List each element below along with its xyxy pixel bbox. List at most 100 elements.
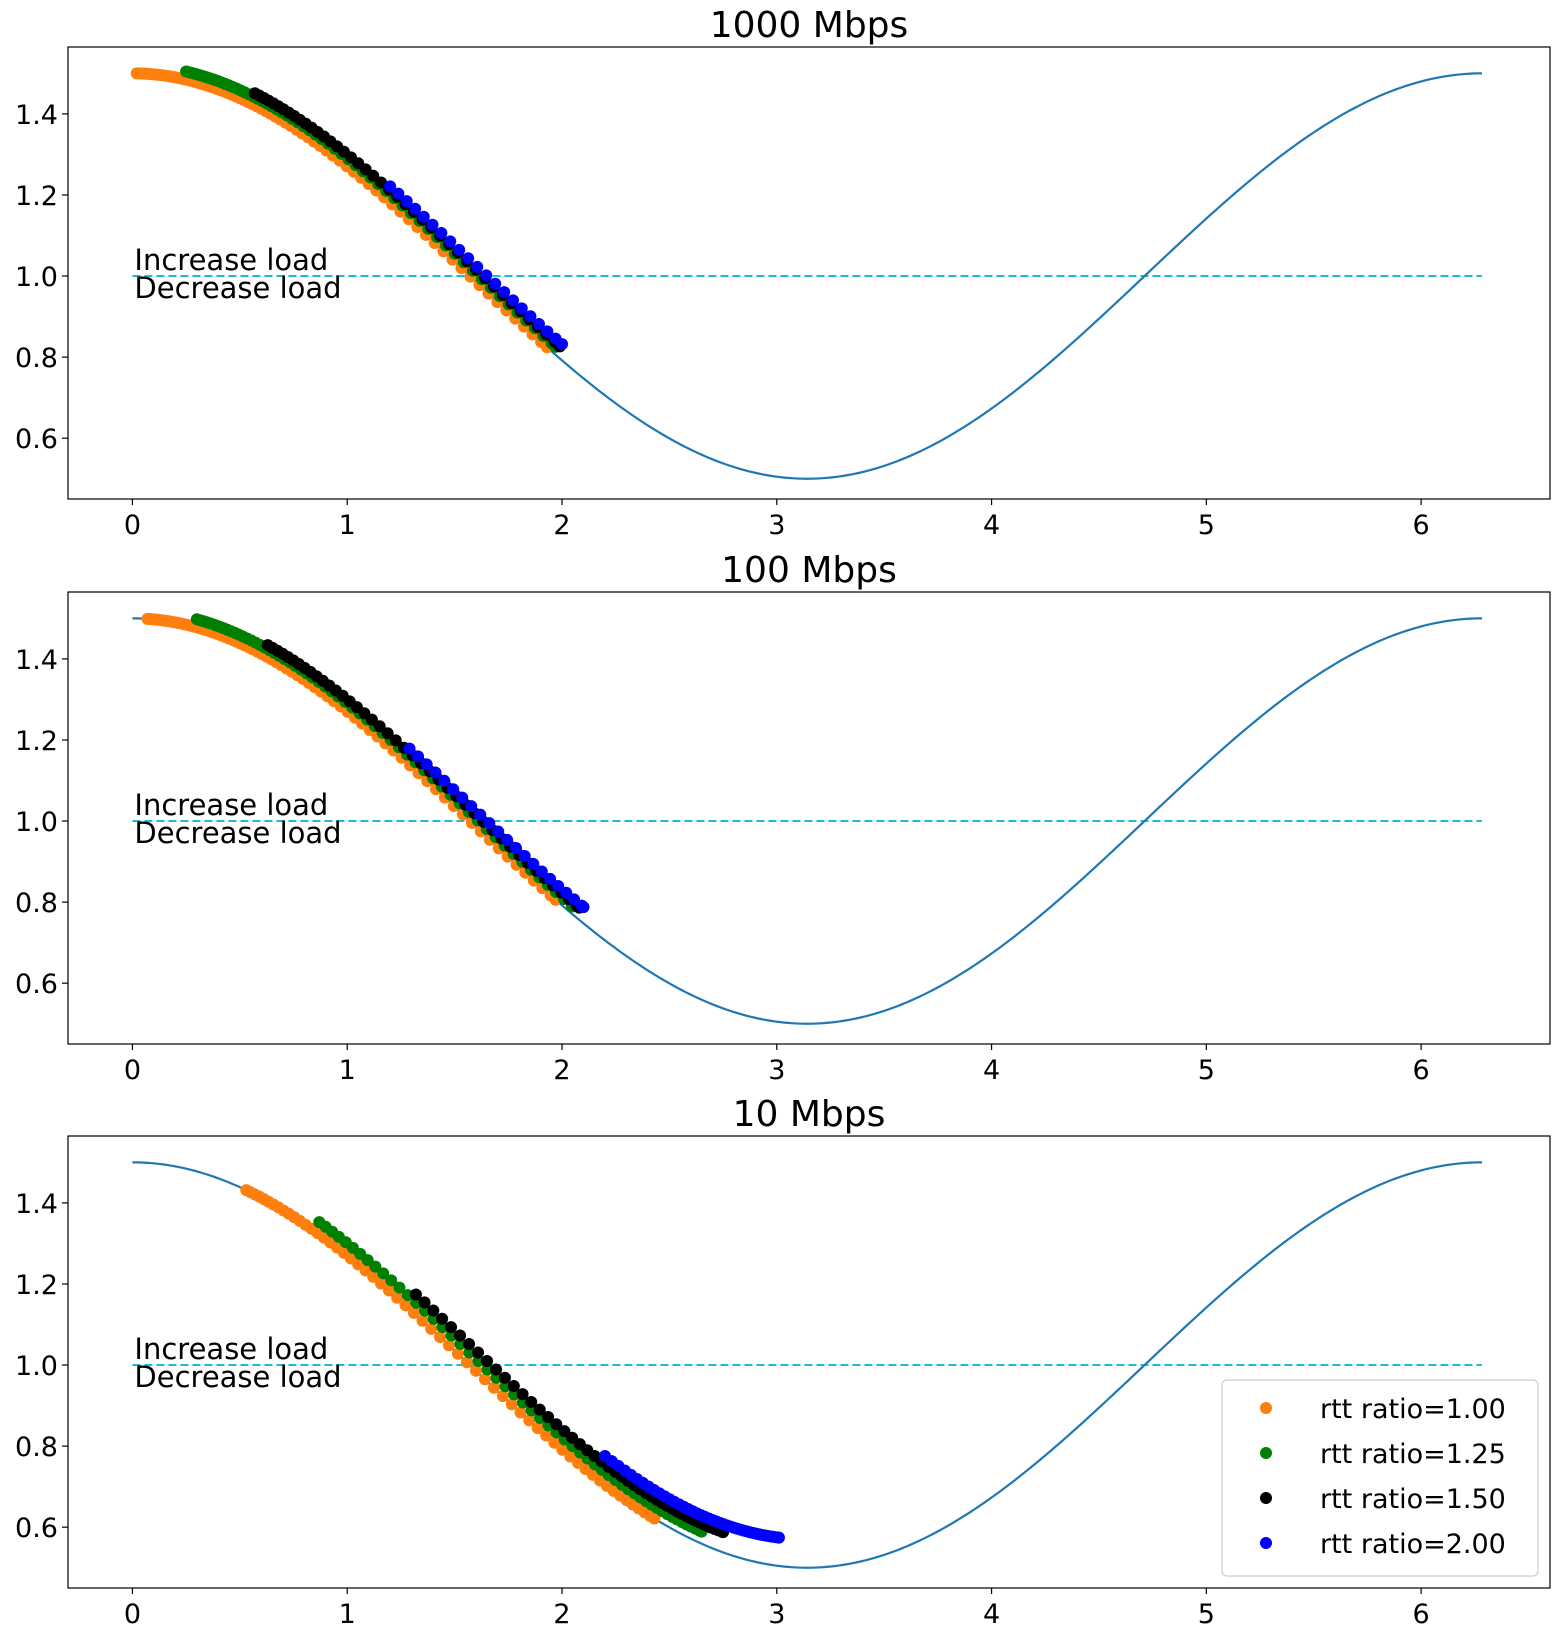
annotation-increase-load: Increase load: [134, 243, 328, 277]
data-point: [558, 1425, 571, 1438]
data-point: [418, 1296, 431, 1309]
x-tick-label: 3: [768, 510, 785, 541]
y-tick-label: 1.4: [15, 100, 58, 131]
x-tick-label: 5: [1198, 1599, 1215, 1630]
data-point: [516, 1388, 529, 1401]
data-point: [518, 850, 531, 863]
annotation-increase-load: Increase load: [134, 788, 328, 822]
data-point: [490, 1371, 503, 1384]
data-point: [542, 1411, 555, 1424]
series-rtt-ratio-2-00: [384, 180, 568, 351]
data-point: [426, 218, 439, 231]
data-point: [383, 1284, 395, 1297]
data-point: [474, 808, 487, 821]
data-point: [392, 187, 405, 200]
data-point: [577, 901, 590, 914]
data-point: [462, 252, 475, 265]
legend-label: rtt ratio=1.00: [1320, 1394, 1506, 1425]
data-point: [391, 1291, 404, 1304]
data-point: [409, 202, 422, 215]
data-point: [533, 1403, 546, 1416]
data-point: [369, 1260, 382, 1273]
series-rtt-ratio-1-00: [240, 1184, 661, 1525]
data-point: [389, 734, 402, 747]
data-point: [407, 1306, 420, 1319]
x-tick-label: 4: [983, 1599, 1000, 1630]
data-point: [531, 1422, 544, 1435]
y-tick-label: 0.8: [15, 343, 58, 374]
y-tick-label: 0.8: [15, 1432, 58, 1463]
axes-frame: [67, 591, 1551, 1045]
data-point: [416, 1314, 429, 1327]
series-rtt-ratio-2-00: [598, 1449, 785, 1544]
y-tick-label: 0.6: [15, 1513, 58, 1544]
x-tick-label: 6: [1413, 1055, 1430, 1086]
data-point: [447, 783, 460, 796]
data-point: [377, 1267, 390, 1280]
data-point: [463, 1346, 476, 1359]
data-point: [400, 195, 413, 208]
data-point: [487, 1381, 500, 1394]
data-point: [532, 317, 545, 330]
y-tick-label: 1.4: [15, 645, 58, 676]
data-point: [403, 742, 416, 755]
data-point: [442, 1339, 455, 1352]
chart-title: 10 Mbps: [733, 1094, 886, 1135]
data-point: [373, 720, 386, 733]
data-point: [481, 1355, 494, 1368]
x-tick-label: 6: [1413, 1599, 1430, 1630]
y-tick-label: 0.8: [15, 888, 58, 919]
data-point: [445, 1321, 458, 1334]
x-tick-label: 4: [983, 510, 1000, 541]
data-point: [471, 260, 484, 273]
data-point: [460, 1356, 473, 1369]
y-tick-label: 1.2: [15, 181, 58, 212]
data-point: [435, 227, 448, 240]
data-point: [490, 1363, 503, 1376]
data-point: [478, 1373, 491, 1386]
x-tick-label: 1: [339, 510, 356, 541]
legend-marker: [1260, 1492, 1272, 1504]
data-point: [648, 1512, 661, 1525]
x-tick-label: 5: [1198, 510, 1215, 541]
legend-label: rtt ratio=2.00: [1320, 1529, 1506, 1560]
data-point: [418, 1304, 431, 1317]
y-tick-label: 0.6: [15, 424, 58, 455]
data-point: [375, 1277, 388, 1290]
data-point: [507, 1380, 520, 1393]
y-tick-label: 1.4: [15, 1189, 58, 1220]
data-point: [507, 294, 520, 307]
data-point: [393, 1281, 406, 1294]
legend-marker: [1260, 1447, 1272, 1459]
data-point: [514, 1406, 527, 1419]
annotation-decrease-load: Decrease load: [134, 1360, 341, 1394]
data-point: [525, 1395, 538, 1408]
data-point: [444, 235, 457, 248]
data-point: [381, 727, 394, 740]
data-point: [499, 1380, 512, 1393]
data-point: [524, 310, 537, 323]
x-tick-label: 3: [768, 1599, 785, 1630]
data-point: [420, 758, 433, 771]
data-point: [489, 277, 502, 290]
data-point: [436, 1312, 449, 1325]
chart-title: 1000 Mbps: [710, 5, 909, 46]
data-point: [456, 791, 469, 804]
data-point: [412, 750, 425, 763]
data-point: [385, 1274, 398, 1287]
data-point: [550, 1418, 563, 1431]
data-point: [772, 1531, 785, 1544]
data-point: [427, 1304, 440, 1317]
x-tick-label: 5: [1198, 1055, 1215, 1086]
data-point: [501, 833, 514, 846]
x-tick-label: 2: [553, 1599, 570, 1630]
data-point: [417, 210, 430, 223]
data-point: [552, 879, 565, 892]
data-point: [509, 842, 522, 855]
x-tick-label: 4: [983, 1055, 1000, 1086]
data-point: [556, 338, 568, 351]
